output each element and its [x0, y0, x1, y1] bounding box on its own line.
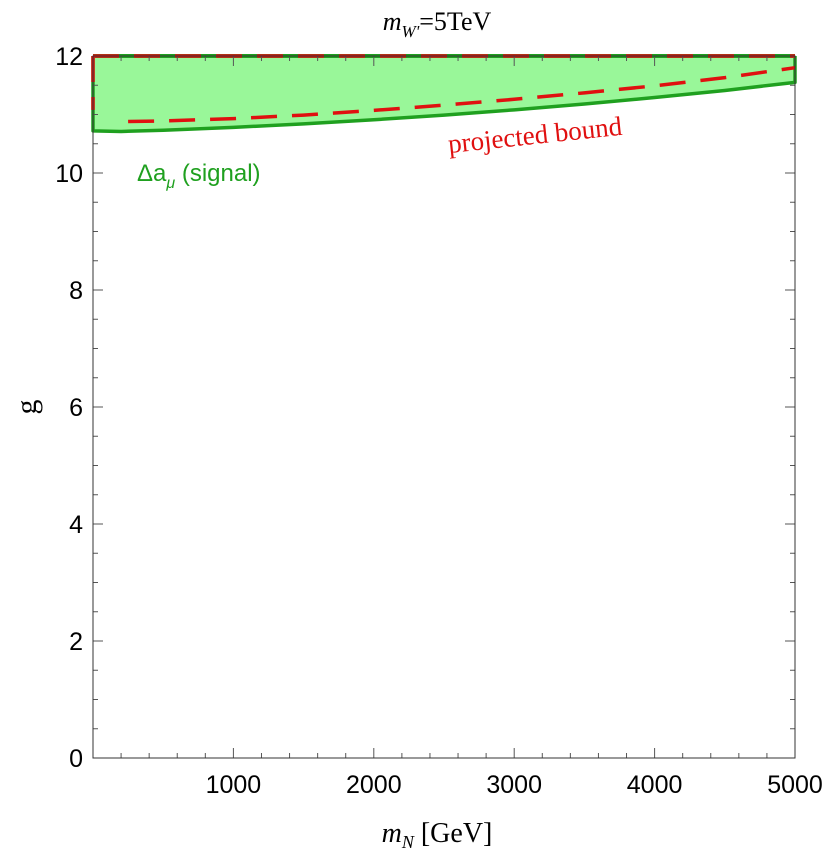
chart-title: mW'=5TeV: [383, 7, 492, 41]
x-tick-label: 1000: [206, 771, 262, 799]
projected-bound-label: projected bound: [446, 111, 623, 159]
y-tick-label: 12: [55, 43, 83, 71]
title-main: m: [383, 7, 402, 36]
y-tick-label: 6: [69, 394, 83, 422]
title-rest: =5TeV: [419, 7, 491, 36]
x-axis-label: mN [GeV]: [382, 818, 493, 852]
bound-label-main: projected bound: [446, 111, 623, 159]
signal-label-sub: μ: [165, 175, 175, 192]
y-tick-label: 10: [55, 160, 83, 188]
y-tick-label: 8: [69, 277, 83, 305]
signal-series-label: Δaμ (signal): [137, 160, 261, 192]
signal-region-fill: [93, 56, 795, 132]
projected-bound-line: [128, 65, 796, 124]
xlabel-main: m: [382, 818, 402, 849]
x-tick-label: 3000: [486, 771, 542, 799]
xlabel-rest: [GeV]: [414, 818, 493, 849]
signal-label-main: Δa: [137, 160, 167, 187]
y-tick-label: 4: [69, 511, 83, 539]
y-axis-label: g: [10, 400, 43, 415]
xlabel-sub: N: [401, 832, 415, 852]
signal-boundary-line: [91, 56, 797, 134]
x-tick-label: 4000: [627, 771, 683, 799]
signal-label-rest: (signal): [175, 160, 260, 187]
plot-frame: [92, 55, 796, 759]
y-tick-label: 0: [69, 745, 83, 773]
x-tick-label: 2000: [346, 771, 402, 799]
title-sub: W': [401, 22, 419, 41]
x-tick-label: 5000: [767, 771, 823, 799]
y-tick-label: 2: [69, 628, 83, 656]
tick-labels: 1000 2000 3000 4000 5000 0 2 4 6 8 10 12: [55, 43, 823, 799]
signal-region: [93, 56, 795, 132]
